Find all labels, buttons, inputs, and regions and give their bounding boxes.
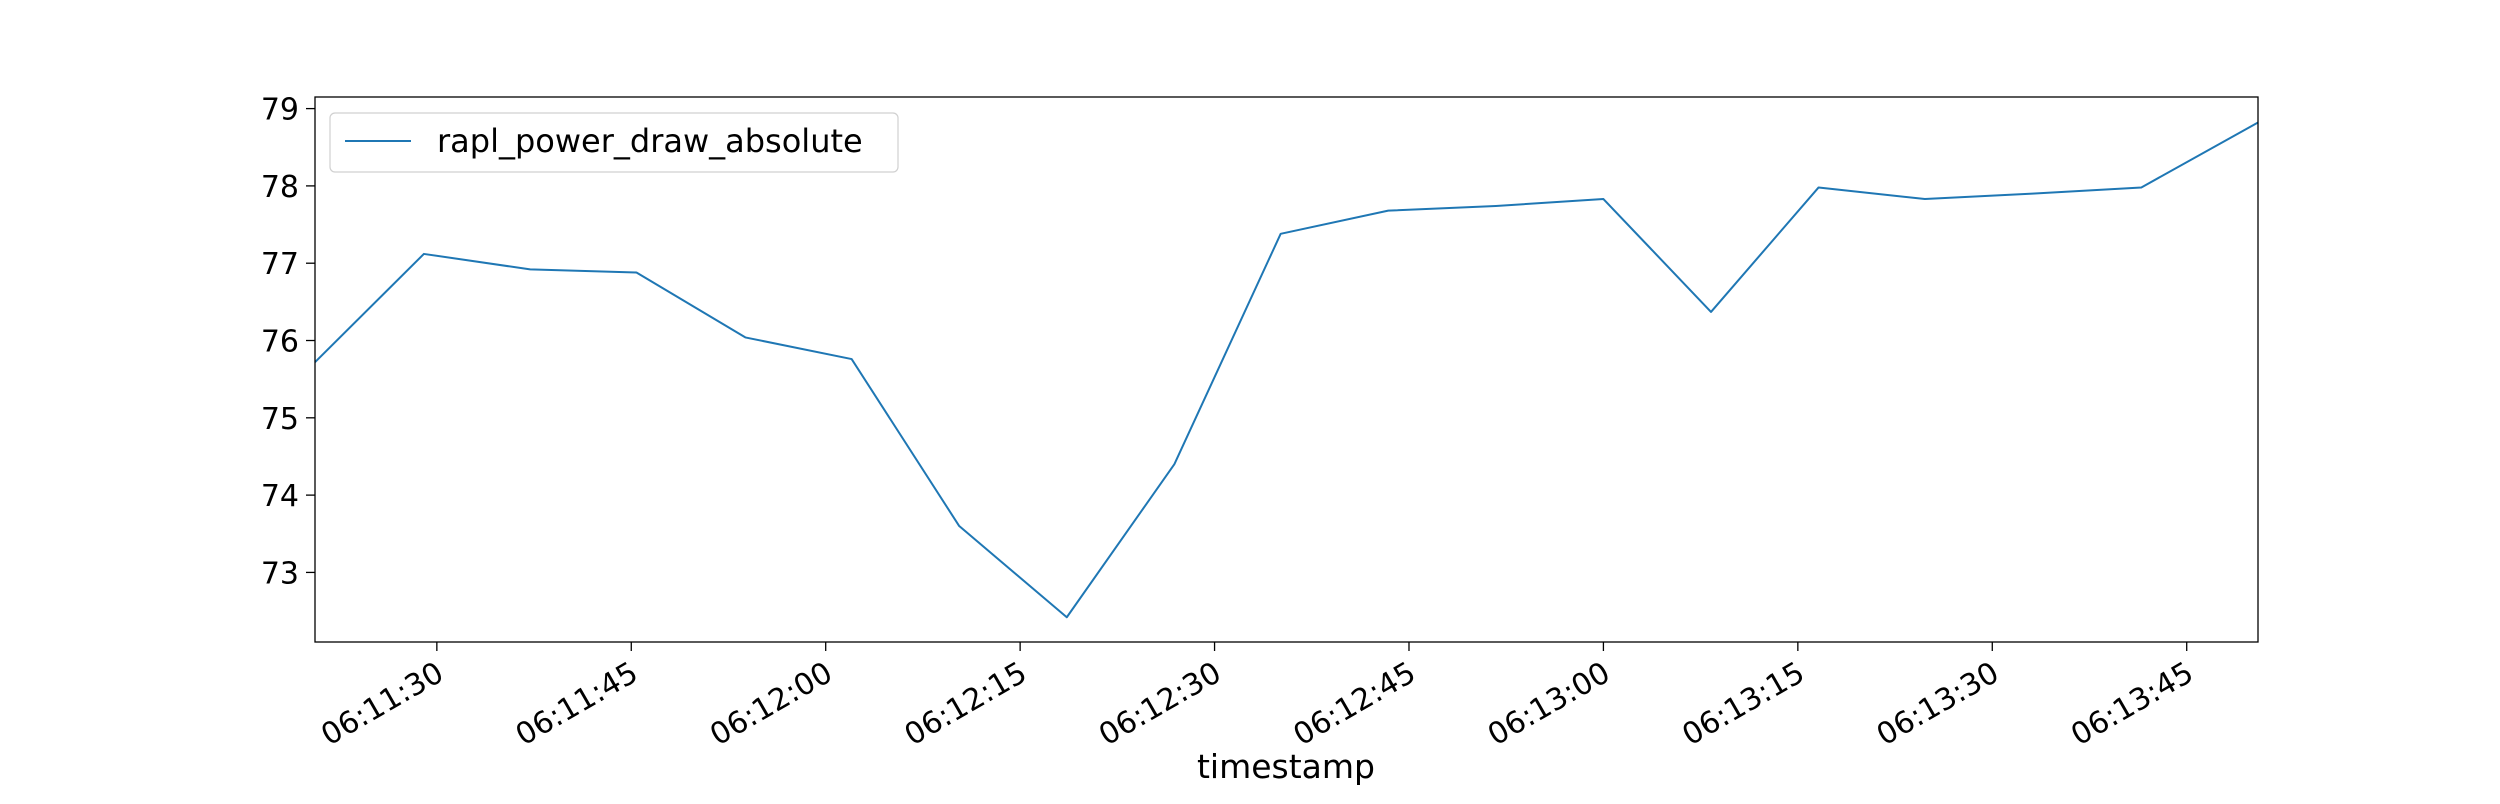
series-line-rapl-power-draw-absolute xyxy=(314,121,2259,619)
plot-area xyxy=(314,121,2259,619)
x-axis-label: timestamp xyxy=(1197,747,1375,786)
legend-box xyxy=(329,112,899,173)
legend-label-rapl-power-draw-absolute: rapl_power_draw_absolute xyxy=(437,122,863,160)
x-tick-label: 06:13:30 xyxy=(1871,655,2005,753)
legend: rapl_power_draw_absolute xyxy=(329,112,899,173)
x-tick-label: 06:12:45 xyxy=(1288,655,1422,753)
axis-ticks: 73 74 75 76 77 78 79 06:11:30 06:11:45 06:12:00 06… xyxy=(261,93,2200,753)
x-tick-label: 06:11:30 xyxy=(315,655,449,753)
y-tick-label: 77 xyxy=(261,247,299,282)
x-tick-label: 06:12:00 xyxy=(704,655,838,753)
y-tick-label: 79 xyxy=(261,93,299,128)
y-tick-label: 74 xyxy=(261,479,299,514)
y-tick-label: 73 xyxy=(261,556,299,591)
x-tick-label: 06:12:15 xyxy=(899,655,1033,753)
x-tick-label: 06:13:00 xyxy=(1482,655,1616,753)
x-tick-label: 06:13:15 xyxy=(1676,655,1810,753)
x-tick-label: 06:11:45 xyxy=(510,655,644,753)
y-tick-label: 78 xyxy=(261,170,299,205)
x-tick-label: 06:12:30 xyxy=(1093,655,1227,753)
plot-frame xyxy=(314,96,2259,643)
x-tick-label: 06:13:45 xyxy=(2065,655,2199,753)
y-tick-label: 75 xyxy=(261,402,299,437)
y-tick-label: 76 xyxy=(261,325,299,360)
